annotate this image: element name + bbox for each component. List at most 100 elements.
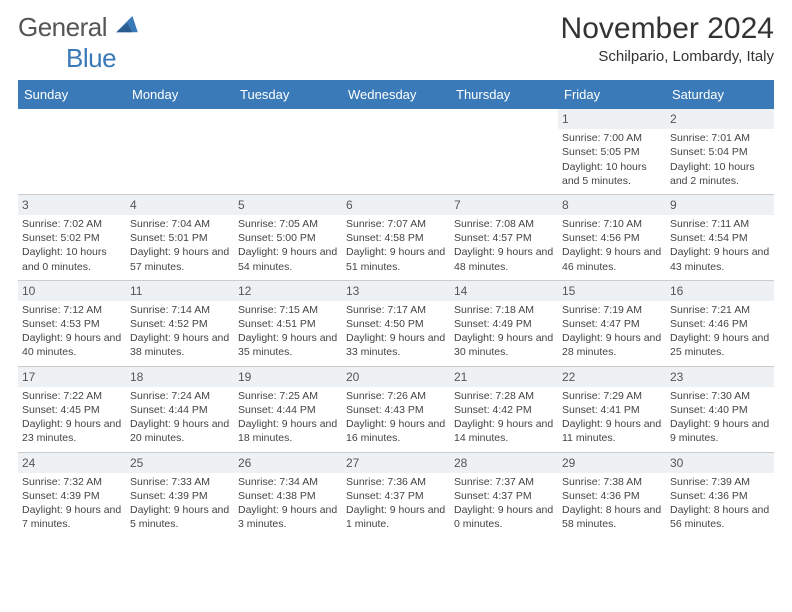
calendar-cell: 22Sunrise: 7:29 AMSunset: 4:41 PMDayligh… bbox=[558, 366, 666, 452]
calendar-cell: 6Sunrise: 7:07 AMSunset: 4:58 PMDaylight… bbox=[342, 194, 450, 280]
day-number: 16 bbox=[666, 281, 774, 301]
day-body: Sunrise: 7:30 AMSunset: 4:40 PMDaylight:… bbox=[666, 387, 774, 452]
sunset-text: Sunset: 4:42 PM bbox=[454, 403, 554, 417]
day-body: Sunrise: 7:14 AMSunset: 4:52 PMDaylight:… bbox=[126, 301, 234, 366]
sunrise-text: Sunrise: 7:38 AM bbox=[562, 475, 662, 489]
calendar-cell: 11Sunrise: 7:14 AMSunset: 4:52 PMDayligh… bbox=[126, 280, 234, 366]
daylight-text: Daylight: 9 hours and 30 minutes. bbox=[454, 331, 554, 359]
sunset-text: Sunset: 4:39 PM bbox=[22, 489, 122, 503]
calendar-week-row: 17Sunrise: 7:22 AMSunset: 4:45 PMDayligh… bbox=[18, 366, 774, 452]
daylight-text: Daylight: 9 hours and 38 minutes. bbox=[130, 331, 230, 359]
day-number: 29 bbox=[558, 453, 666, 473]
calendar-cell: 26Sunrise: 7:34 AMSunset: 4:38 PMDayligh… bbox=[234, 452, 342, 537]
sunset-text: Sunset: 4:43 PM bbox=[346, 403, 446, 417]
day-number: 7 bbox=[450, 195, 558, 215]
sunset-text: Sunset: 4:53 PM bbox=[22, 317, 122, 331]
sunrise-text: Sunrise: 7:29 AM bbox=[562, 389, 662, 403]
day-body: Sunrise: 7:19 AMSunset: 4:47 PMDaylight:… bbox=[558, 301, 666, 366]
sunset-text: Sunset: 4:51 PM bbox=[238, 317, 338, 331]
daylight-text: Daylight: 9 hours and 3 minutes. bbox=[238, 503, 338, 531]
day-body: Sunrise: 7:02 AMSunset: 5:02 PMDaylight:… bbox=[18, 215, 126, 280]
daylight-text: Daylight: 8 hours and 56 minutes. bbox=[670, 503, 770, 531]
dow-header: Sunday bbox=[18, 81, 126, 108]
logo-word2: Blue bbox=[66, 43, 116, 73]
dow-header: Wednesday bbox=[342, 81, 450, 108]
daylight-text: Daylight: 9 hours and 23 minutes. bbox=[22, 417, 122, 445]
sunrise-text: Sunrise: 7:24 AM bbox=[130, 389, 230, 403]
sunrise-text: Sunrise: 7:32 AM bbox=[22, 475, 122, 489]
sunset-text: Sunset: 4:47 PM bbox=[562, 317, 662, 331]
calendar-cell: 19Sunrise: 7:25 AMSunset: 4:44 PMDayligh… bbox=[234, 366, 342, 452]
day-body: Sunrise: 7:32 AMSunset: 4:39 PMDaylight:… bbox=[18, 473, 126, 538]
daylight-text: Daylight: 10 hours and 2 minutes. bbox=[670, 160, 770, 188]
page-title: November 2024 bbox=[561, 12, 774, 46]
daylight-text: Daylight: 9 hours and 1 minute. bbox=[346, 503, 446, 531]
day-body: Sunrise: 7:22 AMSunset: 4:45 PMDaylight:… bbox=[18, 387, 126, 452]
sunset-text: Sunset: 4:36 PM bbox=[670, 489, 770, 503]
sunset-text: Sunset: 4:37 PM bbox=[454, 489, 554, 503]
calendar-cell: 23Sunrise: 7:30 AMSunset: 4:40 PMDayligh… bbox=[666, 366, 774, 452]
day-body: Sunrise: 7:01 AMSunset: 5:04 PMDaylight:… bbox=[666, 129, 774, 194]
daylight-text: Daylight: 9 hours and 9 minutes. bbox=[670, 417, 770, 445]
calendar-cell: .. bbox=[450, 108, 558, 194]
sunrise-text: Sunrise: 7:02 AM bbox=[22, 217, 122, 231]
sunset-text: Sunset: 5:02 PM bbox=[22, 231, 122, 245]
daylight-text: Daylight: 9 hours and 18 minutes. bbox=[238, 417, 338, 445]
day-number: 23 bbox=[666, 367, 774, 387]
sunset-text: Sunset: 4:36 PM bbox=[562, 489, 662, 503]
day-body: Sunrise: 7:04 AMSunset: 5:01 PMDaylight:… bbox=[126, 215, 234, 280]
day-body: Sunrise: 7:21 AMSunset: 4:46 PMDaylight:… bbox=[666, 301, 774, 366]
day-body: Sunrise: 7:05 AMSunset: 5:00 PMDaylight:… bbox=[234, 215, 342, 280]
day-body: Sunrise: 7:18 AMSunset: 4:49 PMDaylight:… bbox=[450, 301, 558, 366]
calendar-cell: 17Sunrise: 7:22 AMSunset: 4:45 PMDayligh… bbox=[18, 366, 126, 452]
sunset-text: Sunset: 4:44 PM bbox=[130, 403, 230, 417]
sunrise-text: Sunrise: 7:34 AM bbox=[238, 475, 338, 489]
calendar-cell: 15Sunrise: 7:19 AMSunset: 4:47 PMDayligh… bbox=[558, 280, 666, 366]
calendar-table: SundayMondayTuesdayWednesdayThursdayFrid… bbox=[18, 80, 774, 537]
calendar-cell: 1Sunrise: 7:00 AMSunset: 5:05 PMDaylight… bbox=[558, 108, 666, 194]
day-number: 6 bbox=[342, 195, 450, 215]
calendar-cell: 3Sunrise: 7:02 AMSunset: 5:02 PMDaylight… bbox=[18, 194, 126, 280]
day-number: 26 bbox=[234, 453, 342, 473]
day-number: 15 bbox=[558, 281, 666, 301]
calendar-cell: 7Sunrise: 7:08 AMSunset: 4:57 PMDaylight… bbox=[450, 194, 558, 280]
day-number: 25 bbox=[126, 453, 234, 473]
day-number: 18 bbox=[126, 367, 234, 387]
day-body: Sunrise: 7:11 AMSunset: 4:54 PMDaylight:… bbox=[666, 215, 774, 280]
daylight-text: Daylight: 8 hours and 58 minutes. bbox=[562, 503, 662, 531]
day-body: Sunrise: 7:07 AMSunset: 4:58 PMDaylight:… bbox=[342, 215, 450, 280]
sunrise-text: Sunrise: 7:08 AM bbox=[454, 217, 554, 231]
day-body: Sunrise: 7:10 AMSunset: 4:56 PMDaylight:… bbox=[558, 215, 666, 280]
day-body: Sunrise: 7:29 AMSunset: 4:41 PMDaylight:… bbox=[558, 387, 666, 452]
day-body: Sunrise: 7:24 AMSunset: 4:44 PMDaylight:… bbox=[126, 387, 234, 452]
sunset-text: Sunset: 5:04 PM bbox=[670, 145, 770, 159]
sunrise-text: Sunrise: 7:15 AM bbox=[238, 303, 338, 317]
sunset-text: Sunset: 5:05 PM bbox=[562, 145, 662, 159]
calendar-cell: 10Sunrise: 7:12 AMSunset: 4:53 PMDayligh… bbox=[18, 280, 126, 366]
day-number: 11 bbox=[126, 281, 234, 301]
sunrise-text: Sunrise: 7:12 AM bbox=[22, 303, 122, 317]
day-body: Sunrise: 7:25 AMSunset: 4:44 PMDaylight:… bbox=[234, 387, 342, 452]
calendar-cell: 21Sunrise: 7:28 AMSunset: 4:42 PMDayligh… bbox=[450, 366, 558, 452]
daylight-text: Daylight: 10 hours and 5 minutes. bbox=[562, 160, 662, 188]
sunrise-text: Sunrise: 7:28 AM bbox=[454, 389, 554, 403]
day-number: 21 bbox=[450, 367, 558, 387]
calendar-cell: 18Sunrise: 7:24 AMSunset: 4:44 PMDayligh… bbox=[126, 366, 234, 452]
sunrise-text: Sunrise: 7:11 AM bbox=[670, 217, 770, 231]
sunrise-text: Sunrise: 7:30 AM bbox=[670, 389, 770, 403]
header-row: General Blue November 2024 Schilpario, L… bbox=[18, 12, 774, 74]
daylight-text: Daylight: 9 hours and 0 minutes. bbox=[454, 503, 554, 531]
calendar-cell: 2Sunrise: 7:01 AMSunset: 5:04 PMDaylight… bbox=[666, 108, 774, 194]
daylight-text: Daylight: 9 hours and 35 minutes. bbox=[238, 331, 338, 359]
day-body: Sunrise: 7:28 AMSunset: 4:42 PMDaylight:… bbox=[450, 387, 558, 452]
sunrise-text: Sunrise: 7:01 AM bbox=[670, 131, 770, 145]
dow-header: Monday bbox=[126, 81, 234, 108]
day-number: 5 bbox=[234, 195, 342, 215]
sunset-text: Sunset: 4:40 PM bbox=[670, 403, 770, 417]
day-number: 27 bbox=[342, 453, 450, 473]
sunrise-text: Sunrise: 7:19 AM bbox=[562, 303, 662, 317]
logo-word1: General bbox=[18, 12, 107, 42]
sunset-text: Sunset: 4:54 PM bbox=[670, 231, 770, 245]
calendar-cell: 25Sunrise: 7:33 AMSunset: 4:39 PMDayligh… bbox=[126, 452, 234, 537]
day-body: Sunrise: 7:38 AMSunset: 4:36 PMDaylight:… bbox=[558, 473, 666, 538]
